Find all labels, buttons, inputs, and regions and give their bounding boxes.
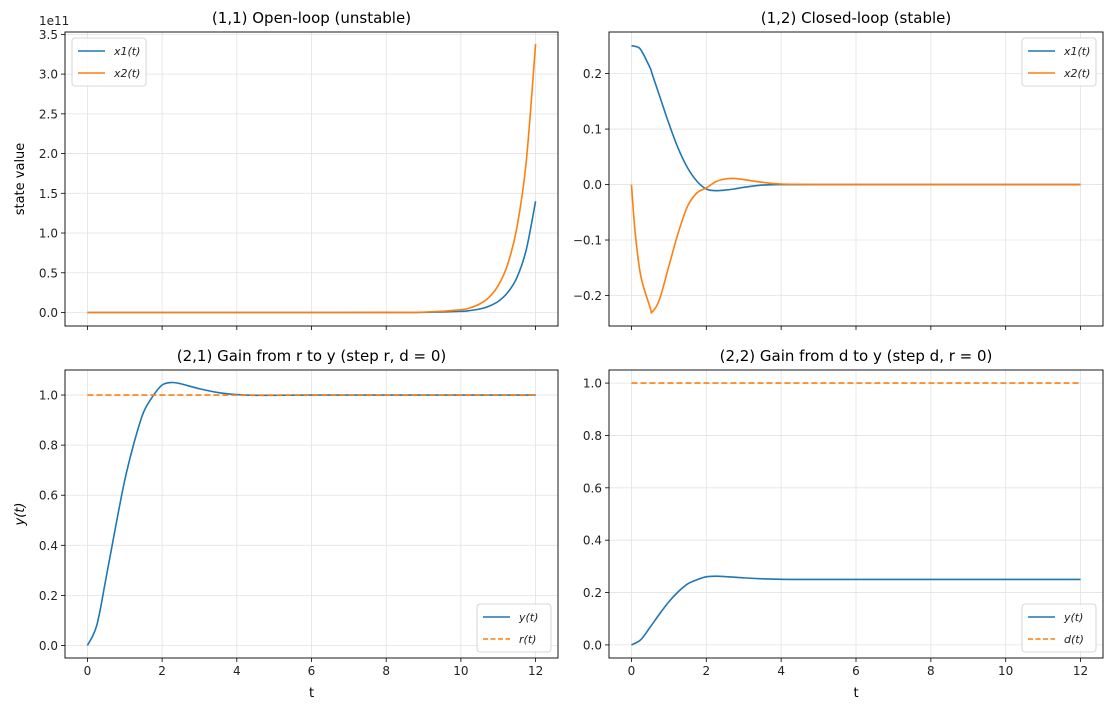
chart-title: (1,2) Closed-loop (stable) xyxy=(761,9,951,27)
legend-label: r(t) xyxy=(519,633,536,646)
x-tick-label: 6 xyxy=(852,664,860,678)
y-tick-label: 2.5 xyxy=(39,107,58,121)
legend-box xyxy=(71,37,147,87)
y-tick-label: 2.0 xyxy=(39,147,58,161)
x-tick-label: 0 xyxy=(84,664,92,678)
y-tick-label: 0.5 xyxy=(39,266,58,280)
y-tick-label: 1.0 xyxy=(39,227,58,241)
legend-box xyxy=(476,603,552,653)
axes-frame xyxy=(608,369,1104,659)
y-axis-label: y(t) xyxy=(13,503,28,527)
legend: y(t) r(t) xyxy=(476,603,552,653)
legend: x1(t) x2(t) xyxy=(71,37,147,87)
panel-2: −0.2 −0.1 0.0 0.1 0.2 (1,2) Closed-loop (stab… xyxy=(573,9,1104,330)
axes-frame xyxy=(64,31,559,327)
x-tick-label: 6 xyxy=(308,664,316,678)
y-tick-label: 1.0 xyxy=(39,389,58,403)
x-tick-label: 2 xyxy=(158,664,166,678)
x-tick-label: 0 xyxy=(628,664,636,678)
x-axis-label: t xyxy=(309,686,314,701)
legend-label: d(t) xyxy=(1064,633,1084,646)
legend-label: x1(t) xyxy=(1063,45,1090,58)
x-tick-label: 8 xyxy=(927,664,935,678)
legend: y(t) d(t) xyxy=(1021,603,1097,653)
x-tick-label: 10 xyxy=(998,664,1013,678)
series-line-x2t xyxy=(630,177,1081,314)
panel-4: 0 2 4 6 8 10 12 0.0 0.2 0.4 0.6 0.8 1.0 (2,2) Gain fr… xyxy=(583,347,1104,701)
legend-label: y(t) xyxy=(1063,611,1083,624)
y-tick-label: 0.6 xyxy=(39,489,58,503)
y-tick-label: 0.0 xyxy=(39,639,58,653)
y-tick-label: −0.2 xyxy=(573,289,602,303)
panel-3: 0 2 4 6 8 10 12 0.0 0.2 0.4 0.6 0.8 1.0 (2,1) Gain fr… xyxy=(13,347,559,701)
legend-label: x1(t) xyxy=(113,45,140,58)
x-tick-label: 8 xyxy=(382,664,390,678)
series-line-x2t xyxy=(87,43,537,314)
legend-label: x2(t) xyxy=(113,67,140,80)
y-tick-label: 3.0 xyxy=(39,68,58,82)
series-line-yt xyxy=(631,575,1081,646)
legend: x1(t) x2(t) xyxy=(1021,37,1097,87)
y-tick-label: 0.0 xyxy=(39,306,58,320)
y-tick-label: 0.6 xyxy=(583,481,602,495)
axes-frame xyxy=(608,31,1104,327)
legend-box xyxy=(1021,603,1097,653)
chart-title: (2,1) Gain from r to y (step r, d = 0) xyxy=(177,347,446,365)
y-axis-label: state value xyxy=(13,143,28,216)
y-tick-label: 0.1 xyxy=(583,123,602,137)
x-tick-label: 10 xyxy=(453,664,468,678)
series-line-yt xyxy=(86,381,536,646)
y-tick-label: 1.0 xyxy=(583,377,602,391)
chart-title: (2,2) Gain from d to y (step d, r = 0) xyxy=(720,347,993,365)
panel-1: 0.0 0.5 1.0 1.5 2.0 2.5 3.0 3.5 (1,1) Open-loop … xyxy=(13,9,559,330)
x-tick-label: 2 xyxy=(702,664,710,678)
y-tick-label: 0.2 xyxy=(39,589,58,603)
y-tick-label: 0.0 xyxy=(583,178,602,192)
y-tick-label: 0.8 xyxy=(583,429,602,443)
x-axis-label: t xyxy=(853,686,858,701)
legend-label: x2(t) xyxy=(1063,67,1090,80)
y-tick-label: 0.8 xyxy=(39,439,58,453)
y-offset-label: 1e11 xyxy=(39,14,69,28)
y-tick-label: 0.4 xyxy=(583,534,602,548)
x-tick-label: 4 xyxy=(233,664,241,678)
x-tick-label: 12 xyxy=(528,664,543,678)
x-tick-label: 4 xyxy=(777,664,785,678)
y-tick-label: 0.2 xyxy=(583,67,602,81)
legend-box xyxy=(1021,37,1097,87)
x-tick-label: 12 xyxy=(1073,664,1088,678)
y-tick-label: 3.5 xyxy=(39,28,58,42)
y-tick-label: 0.0 xyxy=(583,638,602,652)
y-tick-label: 1.5 xyxy=(39,187,58,201)
legend-label: y(t) xyxy=(518,611,538,624)
y-tick-label: 0.2 xyxy=(583,586,602,600)
y-tick-label: 0.4 xyxy=(39,539,58,553)
axes-frame xyxy=(64,369,559,659)
y-tick-label: −0.1 xyxy=(573,234,602,248)
chart-title: (1,1) Open-loop (unstable) xyxy=(212,9,411,27)
